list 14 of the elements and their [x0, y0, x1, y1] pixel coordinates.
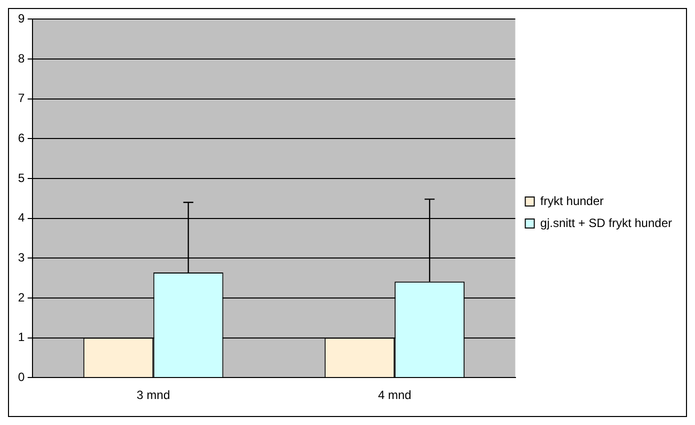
- y-tick-label: 1: [18, 330, 25, 344]
- y-tick-label: 6: [18, 130, 25, 145]
- y-tick-label: 8: [18, 51, 25, 66]
- y-tick-label: 2: [18, 290, 25, 304]
- y-tick-label: 3: [18, 250, 25, 264]
- y-tick-label: 7: [18, 91, 25, 106]
- y-tick-label: 5: [18, 170, 25, 185]
- legend-label: gj.snitt + SD frykt hunder: [540, 216, 672, 230]
- x-tick-label: 3 mnd: [136, 388, 170, 402]
- y-tick-label: 0: [18, 370, 25, 384]
- x-tick-label: 4 mnd: [378, 388, 412, 402]
- legend-label: frykt hunder: [540, 194, 604, 208]
- y-tick-label: 9: [18, 12, 25, 26]
- y-tick-label: 4: [18, 210, 25, 225]
